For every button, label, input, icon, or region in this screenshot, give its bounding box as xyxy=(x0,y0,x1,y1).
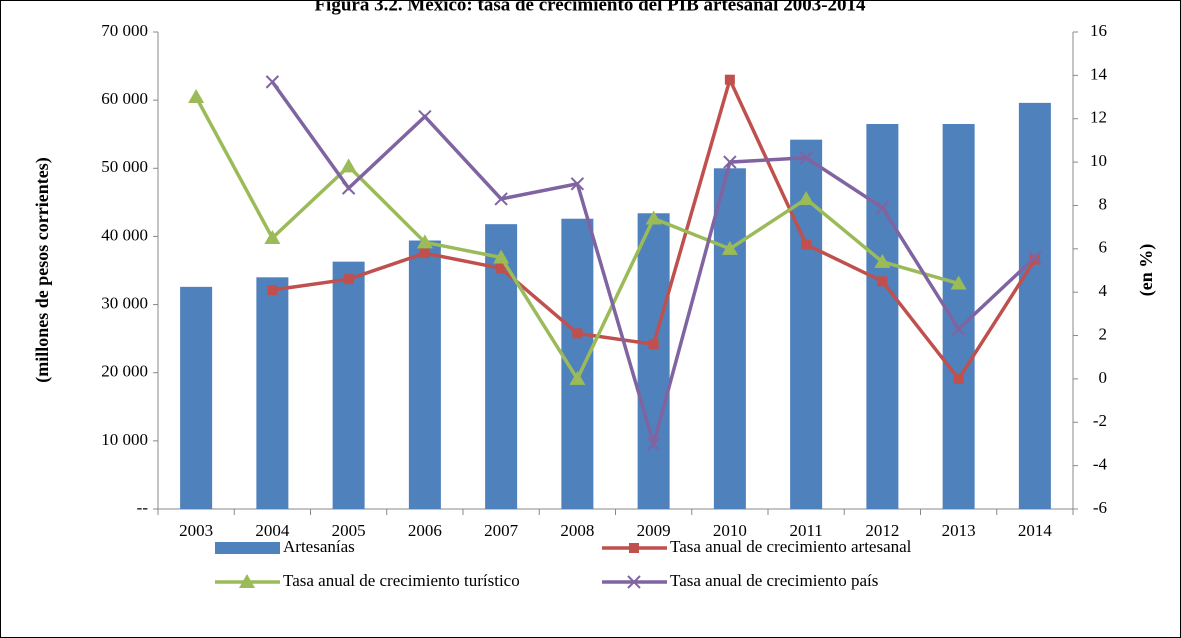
y-tick-label: 10 000 xyxy=(101,430,148,449)
point xyxy=(645,210,662,225)
bar xyxy=(180,286,213,509)
bar xyxy=(332,261,365,509)
point xyxy=(343,274,354,285)
point xyxy=(953,373,964,384)
y2-axis-title: (en %) xyxy=(1136,244,1157,297)
point xyxy=(265,75,280,89)
y2-tick-label: 4 xyxy=(1099,281,1108,300)
x-tick-label: 2005 xyxy=(332,521,366,540)
point xyxy=(875,200,890,215)
y2-tick-label: 16 xyxy=(1090,21,1107,40)
legend-label: Tasa anual de crecimiento país xyxy=(670,571,878,590)
y2-tick-label: 10 xyxy=(1090,151,1107,170)
bar xyxy=(866,123,899,509)
point xyxy=(570,177,585,191)
point xyxy=(950,275,967,290)
x-tick-label: 2003 xyxy=(179,521,213,540)
point xyxy=(569,370,586,385)
y2-tick-label: 6 xyxy=(1099,238,1108,257)
point xyxy=(951,322,966,336)
x-tick-label: 2004 xyxy=(255,521,290,540)
point xyxy=(340,158,357,173)
y2-tick-label: 14 xyxy=(1090,64,1108,83)
point xyxy=(494,192,508,206)
y2-tick-label: 12 xyxy=(1090,108,1107,127)
x-tick-label: 2012 xyxy=(865,521,899,540)
y2-tick-label: 0 xyxy=(1099,368,1108,387)
point xyxy=(419,248,430,259)
point xyxy=(493,249,510,264)
point xyxy=(1028,250,1042,265)
point xyxy=(341,181,356,195)
legend-marker xyxy=(629,543,639,553)
point xyxy=(799,151,813,165)
x-tick-label: 2011 xyxy=(789,521,822,540)
point xyxy=(877,276,888,287)
y-tick-label: -- xyxy=(137,498,149,517)
point xyxy=(646,437,661,451)
point xyxy=(798,190,815,205)
point xyxy=(264,229,281,244)
x-tick-label: 2013 xyxy=(942,521,976,540)
y-axis-title: (millones de pesos corrientes) xyxy=(32,157,53,382)
bar xyxy=(942,123,975,509)
x-tick-label: 2008 xyxy=(560,521,594,540)
x-tick-label: 2014 xyxy=(1018,521,1053,540)
point xyxy=(648,339,659,350)
point xyxy=(572,328,583,339)
y2-tick-label: 8 xyxy=(1099,194,1108,213)
legend-swatch xyxy=(215,542,280,554)
bar xyxy=(408,240,441,509)
y-tick-label: 40 000 xyxy=(101,225,148,244)
legend-marker xyxy=(239,574,255,588)
bar xyxy=(1018,102,1051,510)
y-tick-label: 30 000 xyxy=(101,293,148,312)
x-tick-label: 2007 xyxy=(484,521,519,540)
y-tick-label: 50 000 xyxy=(101,157,148,176)
point xyxy=(874,253,891,268)
point xyxy=(724,74,735,85)
point xyxy=(721,240,738,255)
y2-tick-label: -2 xyxy=(1093,411,1107,430)
point xyxy=(416,234,433,249)
point xyxy=(267,285,278,296)
y-tick-label: 20 000 xyxy=(101,362,148,381)
x-tick-label: 2010 xyxy=(713,521,747,540)
legend-marker xyxy=(627,575,641,589)
y2-tick-label: -6 xyxy=(1093,498,1107,517)
point xyxy=(418,109,432,124)
y-tick-label: 70 000 xyxy=(101,21,148,40)
bar xyxy=(713,168,746,510)
chart-title: Figura 3.2. México: tasa de crecimiento … xyxy=(314,0,866,15)
x-tick-label: 2009 xyxy=(637,521,671,540)
y-tick-label: 60 000 xyxy=(101,89,148,108)
y2-tick-label: 2 xyxy=(1099,324,1108,343)
x-tick-label: 2006 xyxy=(408,521,442,540)
point xyxy=(188,89,205,104)
y2-tick-label: -4 xyxy=(1093,455,1108,474)
point xyxy=(496,263,507,274)
legend-label: Tasa anual de crecimiento turístico xyxy=(283,571,520,590)
point xyxy=(723,155,737,169)
bar xyxy=(637,213,670,509)
legend-label: Tasa anual de crecimiento artesanal xyxy=(670,537,912,556)
legend-label: Artesanías xyxy=(283,537,355,556)
bar xyxy=(256,277,289,509)
point xyxy=(801,239,812,250)
